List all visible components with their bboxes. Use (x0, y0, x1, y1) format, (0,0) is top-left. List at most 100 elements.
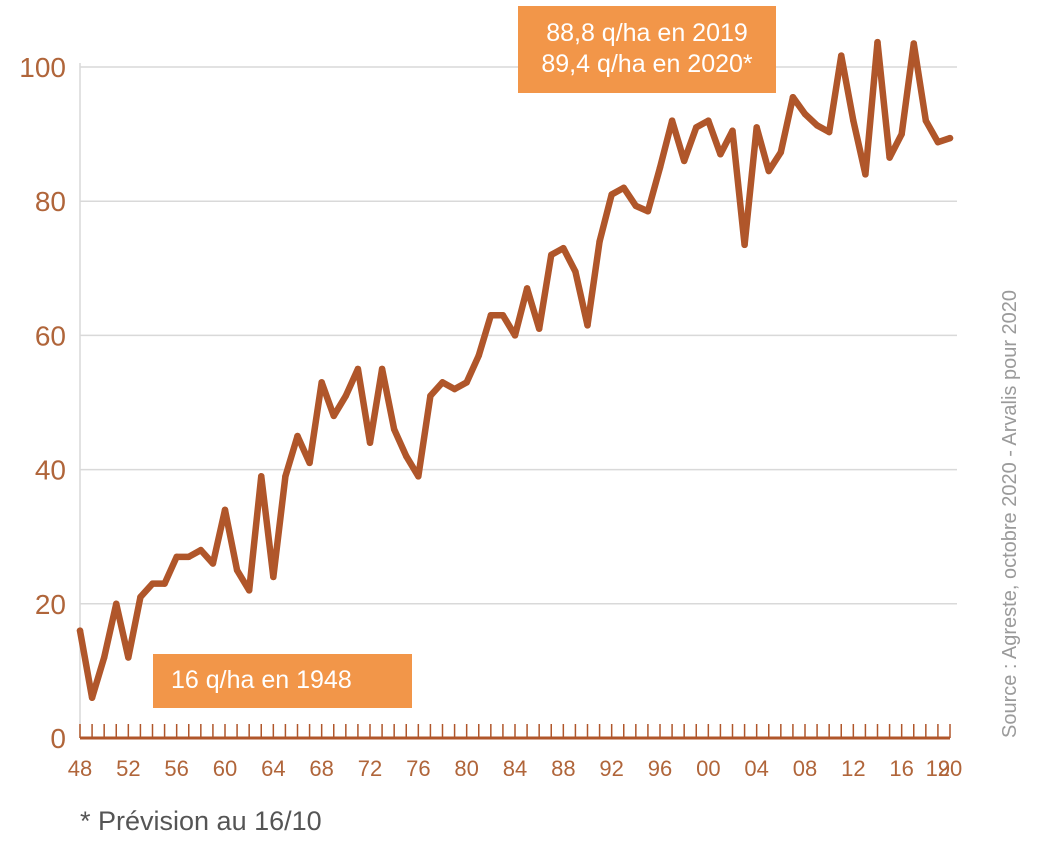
data-point (270, 573, 277, 581)
data-point (560, 244, 567, 252)
data-point (330, 412, 337, 420)
y-tick-label: 0 (50, 723, 66, 754)
x-tick-label: 52 (116, 756, 140, 781)
data-point (475, 352, 482, 359)
data-point (535, 325, 543, 332)
data-point (729, 127, 736, 134)
data-point (801, 110, 809, 118)
data-point (572, 268, 579, 275)
data-point (584, 322, 591, 329)
y-tick-label: 20 (35, 589, 66, 620)
y-tick-label: 100 (19, 52, 66, 83)
y-tick-label: 60 (35, 320, 66, 351)
y-axis-ticks: 0 20 40 60 80 100 (19, 52, 66, 754)
data-point (258, 473, 265, 480)
data-point (245, 587, 253, 594)
data-point (874, 38, 881, 46)
x-tick-label: 80 (454, 756, 478, 781)
x-tick-label: 12 (841, 756, 865, 781)
x-tick-label: 88 (551, 756, 575, 781)
data-point (705, 117, 712, 124)
data-point (415, 473, 422, 480)
data-point (922, 117, 930, 124)
data-point (693, 124, 700, 131)
data-point (209, 560, 217, 567)
x-tick-label: 84 (503, 756, 527, 781)
data-point (850, 117, 857, 124)
data-point (813, 122, 821, 129)
data-point (185, 553, 192, 561)
data-point (233, 567, 241, 574)
data-point (113, 600, 120, 607)
y-tick-label: 40 (35, 455, 66, 486)
data-point (427, 392, 434, 399)
x-tick-label: 96 (648, 756, 672, 781)
x-tick-label: 56 (164, 756, 188, 781)
x-tick-label: 16 (889, 756, 913, 781)
data-point (862, 171, 869, 178)
data-point (76, 627, 84, 634)
data-point (487, 312, 495, 319)
data-point (753, 124, 760, 131)
series-line (76, 38, 954, 701)
annotation-2020: 89,4 q/ha en 2020* (541, 50, 753, 78)
data-point (439, 379, 446, 386)
data-point (378, 365, 386, 373)
data-point (511, 332, 519, 339)
data-point (825, 128, 833, 136)
x-tick-label: 76 (406, 756, 430, 781)
x-tick-label: 72 (358, 756, 382, 781)
data-point (644, 208, 652, 215)
data-point (88, 694, 96, 701)
series-layer (76, 38, 954, 701)
data-point (354, 365, 362, 373)
data-point (390, 426, 398, 433)
x-tick-label: 19 (926, 756, 950, 781)
data-point (632, 202, 640, 210)
data-point (620, 184, 627, 191)
data-point (318, 379, 325, 386)
x-tick-label: 04 (744, 756, 768, 781)
footnote: * Prévision au 16/10 (80, 806, 322, 836)
data-point (838, 52, 845, 59)
data-point (680, 157, 688, 165)
data-point (137, 593, 144, 601)
annotation-2019-2020: 88,8 q/ha en 2019 89,4 q/ha en 2020* (518, 6, 776, 93)
data-point (342, 392, 350, 399)
data-point (149, 580, 156, 587)
data-point (523, 285, 531, 292)
data-point (910, 40, 917, 47)
annotation-1948: 16 q/ha en 1948 (153, 654, 412, 708)
data-point (777, 149, 785, 156)
annotation-1948-text: 16 q/ha en 1948 (171, 666, 352, 694)
data-point (499, 312, 507, 319)
data-point (668, 117, 676, 124)
data-point (100, 654, 108, 661)
data-point (765, 167, 772, 175)
data-point (197, 546, 205, 554)
data-point (403, 452, 410, 460)
x-tick-label: 64 (261, 756, 285, 781)
data-point (717, 151, 724, 158)
x-tick-label: 08 (793, 756, 817, 781)
y-tick-label: 80 (35, 186, 66, 217)
data-point (548, 251, 555, 259)
data-point (451, 385, 458, 393)
data-point (366, 439, 374, 446)
x-tick-label: 92 (599, 756, 623, 781)
gridlines (79, 63, 957, 738)
data-point (282, 473, 289, 480)
data-point (886, 154, 893, 161)
data-point (173, 553, 180, 561)
data-point (294, 432, 301, 440)
x-axis (79, 724, 951, 740)
x-tick-label: 60 (213, 756, 237, 781)
x-tick-label: 20 (938, 756, 962, 781)
data-point (741, 241, 748, 249)
data-point (608, 191, 615, 198)
data-point (125, 654, 132, 661)
data-point (789, 93, 797, 101)
data-point (934, 138, 942, 146)
